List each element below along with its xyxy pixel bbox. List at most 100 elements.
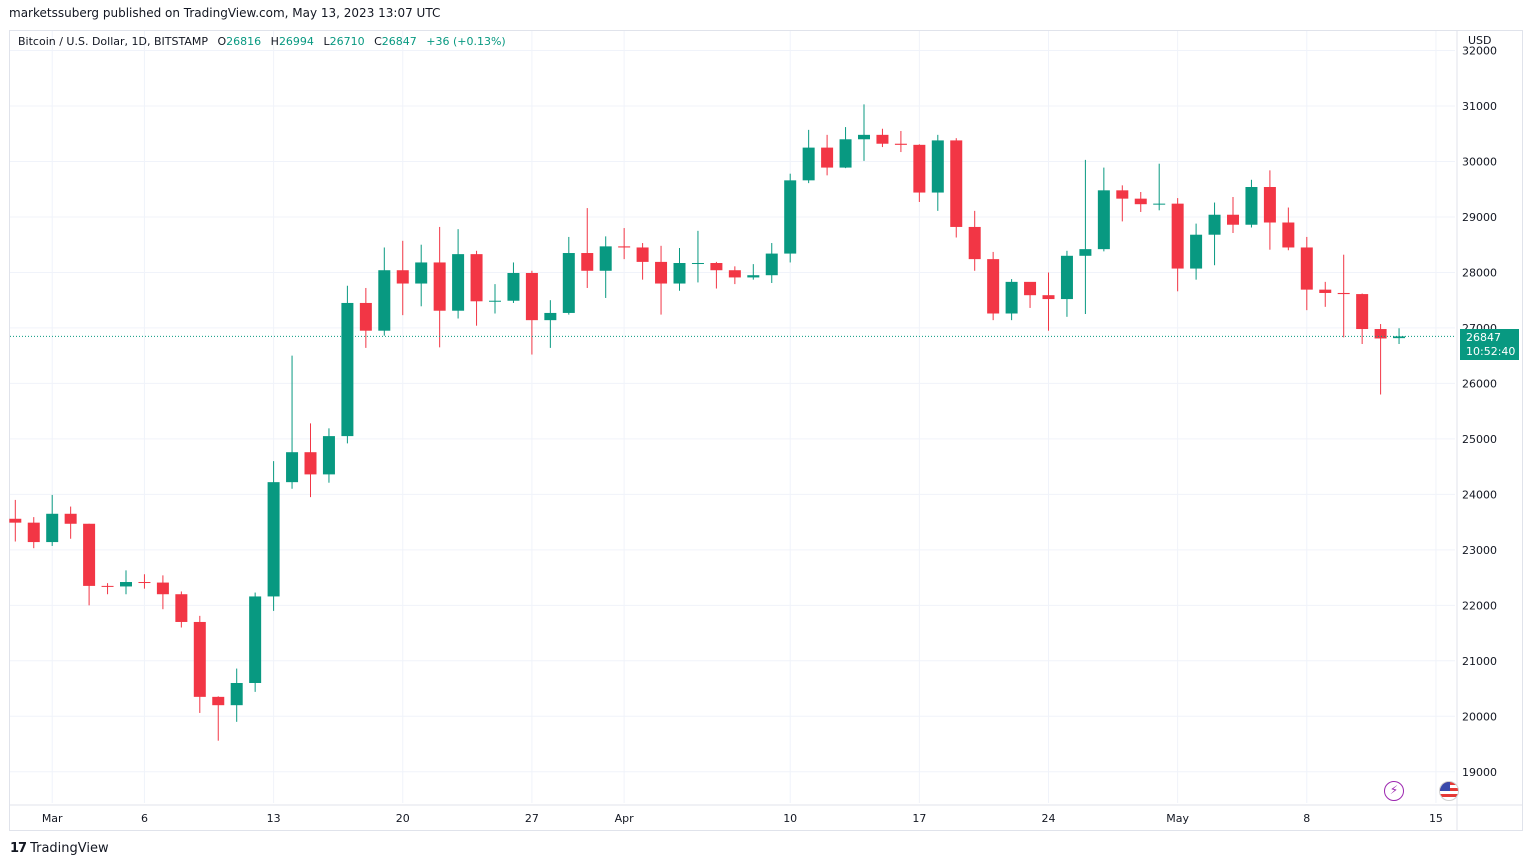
candle-body bbox=[728, 270, 741, 278]
candle bbox=[452, 229, 465, 319]
time-tick-label: 24 bbox=[1042, 812, 1056, 825]
candle bbox=[1245, 179, 1258, 228]
candle bbox=[581, 208, 594, 288]
time-tick-label: 15 bbox=[1429, 812, 1443, 825]
time-axis: Mar 6 13 20 27 Apr 10 17 24 May 8 15 bbox=[10, 804, 1522, 825]
time-tick-label: 27 bbox=[525, 812, 539, 825]
candle-body bbox=[470, 254, 483, 302]
candle-body bbox=[1227, 214, 1239, 225]
candle bbox=[267, 461, 280, 611]
candle bbox=[1263, 170, 1276, 250]
candle-body bbox=[1374, 329, 1387, 339]
candle-body bbox=[378, 270, 391, 331]
candle bbox=[784, 173, 797, 263]
candle bbox=[1171, 198, 1184, 292]
high-value: 26994 bbox=[278, 35, 314, 48]
candle bbox=[249, 592, 262, 692]
candle-body bbox=[636, 247, 649, 262]
candle bbox=[470, 250, 483, 326]
candle-body bbox=[1042, 295, 1055, 300]
time-tick-label: 10 bbox=[783, 812, 797, 825]
price-tick-label: 31000 bbox=[1462, 100, 1497, 113]
candle-body bbox=[64, 513, 77, 524]
candle-body bbox=[562, 253, 575, 313]
brand-name: TradingView bbox=[30, 841, 109, 856]
lightning-icon[interactable]: ⚡ bbox=[1384, 781, 1404, 801]
candle-body bbox=[1263, 187, 1276, 223]
candle-body bbox=[9, 518, 22, 523]
candle-body bbox=[452, 254, 465, 311]
tradingview-brand[interactable]: 17 TradingView bbox=[10, 841, 109, 856]
bar-countdown: 10:52:40 bbox=[1466, 345, 1516, 358]
symbol-title: Bitcoin / U.S. Dollar, 1D, BITSTAMP bbox=[18, 35, 208, 48]
candle bbox=[1319, 281, 1332, 307]
candle-body bbox=[839, 139, 852, 168]
candle bbox=[1005, 279, 1018, 321]
candle bbox=[1079, 159, 1092, 315]
candle bbox=[27, 517, 40, 549]
candle bbox=[9, 499, 22, 542]
candle-body bbox=[415, 262, 428, 284]
price-tick-label: 22000 bbox=[1462, 599, 1497, 612]
candle-body bbox=[286, 452, 299, 483]
candle bbox=[489, 284, 501, 314]
candle-body bbox=[894, 143, 907, 145]
time-tick-label: May bbox=[1166, 812, 1189, 825]
candle bbox=[525, 270, 538, 355]
candle bbox=[710, 261, 723, 289]
candle-body bbox=[27, 522, 40, 543]
candle-body bbox=[1134, 198, 1147, 205]
candle-body bbox=[710, 263, 723, 271]
candle bbox=[193, 615, 206, 713]
candle bbox=[359, 287, 372, 348]
candle bbox=[1153, 163, 1166, 211]
open-label: O bbox=[217, 35, 227, 48]
candle bbox=[304, 423, 317, 498]
candle-body bbox=[599, 246, 612, 271]
price-tick-label: 24000 bbox=[1462, 488, 1497, 501]
publisher-caption: marketssuberg published on TradingView.c… bbox=[9, 6, 441, 20]
last-price-value: 26847 bbox=[1466, 331, 1501, 344]
us-flag-icon[interactable] bbox=[1439, 781, 1459, 801]
currency-label[interactable]: USD bbox=[1468, 34, 1492, 47]
candle-body bbox=[968, 226, 981, 260]
candle bbox=[894, 130, 907, 153]
candle-body bbox=[1300, 247, 1313, 290]
candle-body bbox=[101, 585, 114, 587]
candle-body bbox=[1245, 187, 1258, 225]
candle bbox=[101, 583, 114, 595]
price-tick-label: 29000 bbox=[1462, 211, 1497, 224]
candle bbox=[138, 574, 151, 589]
candle bbox=[1060, 250, 1073, 317]
candle-body bbox=[1171, 203, 1184, 269]
candle bbox=[1042, 272, 1055, 331]
candle-body bbox=[120, 582, 132, 587]
candle-body bbox=[525, 272, 538, 321]
candle bbox=[618, 228, 631, 260]
candle-body bbox=[156, 582, 169, 595]
candle bbox=[433, 226, 446, 348]
candle-body bbox=[1079, 249, 1092, 256]
tradingview-logo-icon: 17 bbox=[10, 841, 27, 856]
candle-body bbox=[1060, 255, 1073, 300]
open-value: 26816 bbox=[226, 35, 262, 48]
candle-body bbox=[1319, 289, 1332, 293]
candle-body bbox=[931, 140, 944, 193]
price-tick-label: 32000 bbox=[1462, 45, 1497, 58]
candle-body bbox=[138, 582, 151, 584]
candle bbox=[636, 243, 649, 280]
change-value: +36 (+0.13%) bbox=[426, 35, 506, 48]
candle bbox=[120, 570, 132, 595]
candle-body bbox=[1153, 203, 1166, 205]
symbol-legend: Bitcoin / U.S. Dollar, 1D, BITSTAMP O268… bbox=[18, 35, 506, 48]
candle bbox=[396, 240, 409, 316]
candle-body bbox=[212, 696, 225, 706]
close-value: 26847 bbox=[381, 35, 417, 48]
price-axis: 19000 20000 21000 22000 23000 24000 25000 26000… bbox=[1456, 31, 1497, 830]
candle-body bbox=[359, 302, 372, 331]
price-tick-label: 19000 bbox=[1462, 766, 1497, 779]
candle-body bbox=[1337, 292, 1350, 295]
candle-body bbox=[46, 513, 59, 543]
candle-body bbox=[618, 246, 631, 248]
